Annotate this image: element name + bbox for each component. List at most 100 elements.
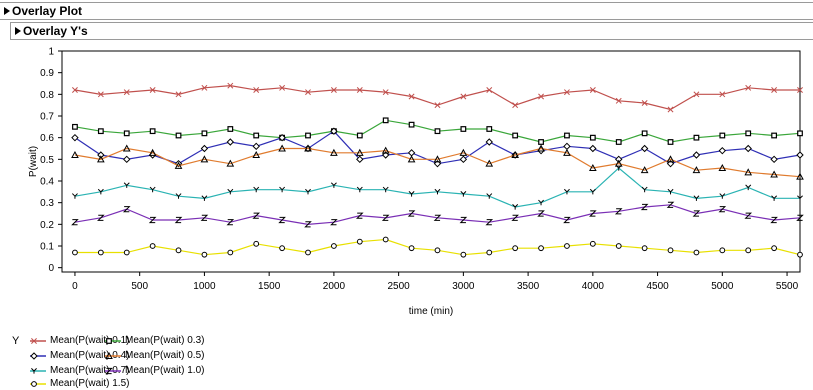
data-point (31, 367, 37, 374)
data-point (692, 151, 701, 159)
data-point (745, 184, 752, 191)
overlay-ys-header[interactable]: Overlay Y's (10, 22, 813, 40)
data-point (719, 132, 726, 139)
data-point (227, 249, 234, 256)
data-point (459, 216, 468, 224)
data-point (770, 170, 778, 178)
data-point (719, 193, 726, 199)
data-point (200, 144, 209, 153)
data-point (106, 337, 112, 344)
legend-item[interactable]: Mean(P(wait) 1.5) (28, 378, 129, 389)
x-tick-label: 4500 (646, 281, 669, 292)
data-point (667, 106, 674, 113)
data-point (175, 247, 182, 254)
data-point (433, 214, 442, 221)
data-point (745, 247, 752, 254)
data-point (200, 155, 209, 163)
data-point (123, 130, 130, 137)
data-point (589, 87, 596, 93)
data-point (434, 247, 441, 254)
data-point (407, 210, 416, 217)
plot-frame (61, 50, 801, 273)
data-point (512, 102, 519, 109)
overlay-plot-header[interactable]: Overlay Plot (0, 2, 813, 20)
data-point (122, 144, 131, 152)
data-point (71, 87, 78, 93)
disclosure-triangle-icon[interactable] (15, 25, 21, 37)
data-point (123, 155, 131, 164)
x-tick-label: 1500 (258, 281, 281, 292)
data-point (666, 155, 675, 163)
data-point (718, 146, 727, 155)
data-point (589, 134, 596, 141)
data-point (640, 166, 649, 174)
legend-swatch-icon (30, 367, 46, 374)
data-point (304, 144, 312, 152)
x-axis-label: time (min) (409, 306, 453, 317)
legend-item[interactable]: Mean(P(wait) 0.1) (28, 335, 129, 346)
data-point (771, 87, 778, 93)
data-point (97, 91, 104, 98)
overlay-plot-title: Overlay Plot (12, 4, 83, 18)
data-point (771, 195, 778, 201)
y-tick-label: 0.9 (40, 68, 54, 79)
data-point (718, 206, 727, 213)
data-point (97, 249, 104, 256)
disclosure-triangle-icon[interactable] (4, 5, 10, 17)
data-point (641, 130, 648, 137)
legend-item[interactable]: Mean(P(wait) 0.7) (28, 365, 129, 376)
data-point (460, 93, 467, 100)
legend-swatch-icon (30, 351, 46, 360)
y-tick-label: 1 (48, 47, 54, 58)
data-point (72, 249, 78, 256)
series-6 (71, 201, 804, 228)
legend-item[interactable]: Mean(P(wait) 1.0) (103, 365, 204, 376)
data-point (588, 163, 597, 171)
data-point (278, 133, 286, 142)
data-point (796, 214, 804, 221)
series-4 (71, 144, 804, 180)
data-point (797, 87, 803, 93)
legend-swatch-icon (105, 337, 121, 344)
data-point (460, 251, 467, 258)
data-point (641, 100, 648, 106)
data-point (253, 132, 260, 139)
data-point (200, 214, 209, 221)
x-tick-label: 5000 (711, 281, 734, 292)
legend-label: Mean(P(wait) 0.5) (125, 350, 205, 361)
data-point (330, 148, 338, 156)
data-point (538, 245, 544, 252)
data-point (797, 130, 803, 137)
data-point (226, 138, 235, 146)
data-point (589, 188, 596, 195)
legend-item[interactable]: Mean(P(wait) 0.4) (28, 350, 129, 361)
legend-item[interactable]: Mean(P(wait) 0.3) (103, 335, 204, 346)
data-point (279, 84, 286, 91)
data-point (105, 367, 113, 374)
x-tick-label: 2500 (388, 281, 411, 292)
data-point (330, 219, 338, 226)
series-line (74, 167, 800, 208)
data-point (667, 188, 674, 195)
data-point (330, 127, 338, 135)
data-point (666, 201, 675, 208)
data-point (589, 144, 597, 153)
data-point (615, 97, 622, 104)
legend-swatch-icon (30, 337, 46, 344)
data-point (511, 150, 520, 158)
data-point (797, 195, 803, 201)
data-point (97, 151, 105, 159)
data-point (175, 91, 182, 98)
data-point (589, 240, 596, 247)
data-point (692, 166, 701, 174)
data-point (511, 214, 519, 221)
data-point (149, 243, 156, 249)
data-point (356, 155, 364, 164)
data-point (407, 155, 416, 163)
data-point (304, 221, 312, 228)
data-point (486, 87, 493, 93)
data-point (486, 249, 493, 256)
data-point (356, 87, 363, 93)
data-point (31, 380, 37, 387)
legend-item[interactable]: Mean(P(wait) 0.5) (103, 350, 204, 361)
